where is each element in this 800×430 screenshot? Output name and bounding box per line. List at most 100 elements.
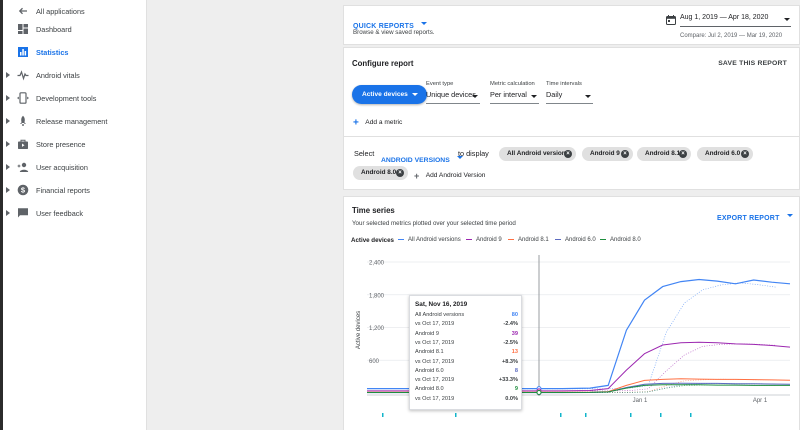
remove-chip-icon[interactable]: × <box>679 150 687 158</box>
legend-swatch <box>555 238 561 241</box>
tooltip-row-label: vs Oct 17, 2019 <box>415 395 455 402</box>
sidebar-item-user-feedback[interactable]: User feedback <box>0 202 147 225</box>
tooltip-row-label: Android 8.0 <box>415 386 444 393</box>
tooltip-row-label: Android 9 <box>415 330 439 337</box>
event-type-select[interactable]: Unique devices <box>426 90 480 104</box>
sidebar-item-label: Release management <box>36 117 108 126</box>
legend-item-android-8-0[interactable]: Android 8.0 <box>600 237 641 243</box>
chip-android-9[interactable]: Android 9 × <box>582 147 633 161</box>
sidebar-item-statistics[interactable]: Statistics <box>0 41 147 64</box>
expand-caret-icon <box>6 118 10 124</box>
event-marker[interactable] <box>560 413 562 417</box>
remove-chip-icon[interactable]: × <box>621 150 629 158</box>
event-marker[interactable] <box>455 413 457 417</box>
tooltip-row-label: vs Oct 17, 2019 <box>415 339 455 346</box>
expand-caret-icon <box>6 95 10 101</box>
metric-active-devices-button[interactable]: Active devices <box>352 85 427 104</box>
window-edge <box>0 0 3 430</box>
tooltip-row: Android 8.0 9 <box>415 386 518 392</box>
tooltip-row: All Android versions 80 <box>415 312 518 318</box>
legend-swatch <box>508 238 514 241</box>
x-tick-label: Jan 1 <box>633 398 648 404</box>
compare-range: Compare: Jul 2, 2019 — Mar 19, 2020 <box>680 33 783 39</box>
time-intervals-select[interactable]: Daily <box>546 90 593 104</box>
quick-reports-label: QUICK REPORTS <box>353 23 414 30</box>
tooltip-row-value: +8.3% <box>501 358 518 365</box>
quick-reports-button[interactable]: QUICK REPORTS <box>353 15 428 33</box>
y-tick-label: 1,800 <box>369 293 385 299</box>
sidebar-item-release-management[interactable]: Release management <box>0 110 147 133</box>
back-label: All applications <box>36 7 85 16</box>
event-marker[interactable] <box>690 413 692 417</box>
date-range-select[interactable]: Aug 1, 2019 — Apr 18, 2020 <box>680 14 791 27</box>
dropdown-arrow-icon <box>412 93 418 96</box>
sidebar: All applications Dashboard Statistics An… <box>0 0 147 430</box>
event-marker[interactable] <box>660 413 662 417</box>
chip-label: Android 6.0 <box>705 150 741 157</box>
calendar-icon[interactable] <box>666 15 676 25</box>
add-android-version-button[interactable]: + Add Android Version <box>414 167 485 185</box>
tooltip-row: Android 8.1 13 <box>415 349 518 355</box>
tooltip-row: Android 9 39 <box>415 331 518 337</box>
legend-item-all-android-versions[interactable]: All Android versions <box>398 237 461 243</box>
expand-caret-icon <box>6 72 10 78</box>
time-series-subtitle: Your selected metrics plotted over your … <box>352 220 516 227</box>
save-report-button[interactable]: SAVE THIS REPORT <box>718 60 787 67</box>
series-comparison-line <box>407 282 776 390</box>
tooltip-row: vs Oct 17, 2019 +8.3% <box>415 359 518 365</box>
time-intervals-label: Time intervals <box>546 81 582 87</box>
add-metric-label: Add a metric <box>365 119 403 127</box>
tooltip-row-value: 39 <box>511 330 518 337</box>
to-display-label: to display <box>458 149 489 158</box>
chip-label: All Android versions <box>507 150 570 157</box>
tooltip-row: vs Oct 17, 2019 -2.5% <box>415 340 518 346</box>
tooltip-row-value: 8 <box>514 367 518 374</box>
event-marker[interactable] <box>585 413 587 417</box>
tooltip-row-label: Android 8.1 <box>415 349 444 356</box>
tooltip-row: Android 6.0 8 <box>415 368 518 374</box>
chip-android-6-0[interactable]: Android 6.0 × <box>697 147 753 161</box>
dimension-select[interactable]: ANDROID VERSIONS <box>381 149 464 167</box>
metric-calculation-select[interactable]: Per interval <box>490 90 539 104</box>
back-to-all-applications[interactable]: All applications <box>0 0 147 23</box>
configure-title: Configure report <box>352 59 414 68</box>
legend-item-android-8-1[interactable]: Android 8.1 <box>508 237 549 243</box>
x-tick-label: Apr 1 <box>753 398 768 404</box>
dropdown-arrow-icon <box>472 95 478 98</box>
sidebar-item-store-presence[interactable]: Store presence <box>0 133 147 156</box>
y-tick-label: 1,200 <box>369 326 385 332</box>
quick-reports-subtitle: Browse & view saved reports. <box>353 29 435 36</box>
sidebar-item-financial-reports[interactable]: $ Financial reports <box>0 179 147 202</box>
sidebar-item-development-tools[interactable]: Development tools <box>0 87 147 110</box>
store-bag-icon <box>18 139 28 149</box>
sidebar-item-dashboard[interactable]: Dashboard <box>0 18 147 41</box>
chip-all-android-versions[interactable]: All Android versions × <box>499 147 576 161</box>
legend-label: Android 8.0 <box>610 237 641 243</box>
event-marker[interactable] <box>630 413 632 417</box>
pulse-icon <box>17 70 29 81</box>
remove-chip-icon[interactable]: × <box>741 150 749 158</box>
remove-chip-icon[interactable]: × <box>396 169 404 177</box>
legend-item-android-9[interactable]: Android 9 <box>466 237 502 243</box>
tooltip-row-label: Android 6.0 <box>415 367 444 374</box>
y-axis-label: Active devices <box>356 311 362 349</box>
legend-item-android-6-0[interactable]: Android 6.0 <box>555 237 596 243</box>
chip-android-8-0[interactable]: Android 8.0 × <box>353 166 408 180</box>
add-metric-button[interactable]: + Add a metric <box>353 114 402 132</box>
chip-label: Android 8.0 <box>361 169 397 176</box>
select-label: Select <box>354 149 375 158</box>
export-report-button[interactable]: EXPORT REPORT <box>717 207 793 225</box>
y-tick-label: 2,400 <box>369 261 385 267</box>
tooltip-row-value: -2.5% <box>503 339 518 346</box>
expand-caret-icon <box>6 187 10 193</box>
phone-dev-icon <box>17 92 29 104</box>
sidebar-item-user-acquisition[interactable]: User acquisition <box>0 156 147 179</box>
time-series-title: Time series <box>352 206 395 215</box>
chip-android-8-1[interactable]: Android 8.1 × <box>637 147 691 161</box>
event-marker[interactable] <box>382 413 384 417</box>
bar-chart-icon <box>18 47 28 57</box>
remove-chip-icon[interactable]: × <box>564 150 572 158</box>
sidebar-item-android-vitals[interactable]: Android vitals <box>0 64 147 87</box>
feedback-chat-icon <box>18 208 28 218</box>
